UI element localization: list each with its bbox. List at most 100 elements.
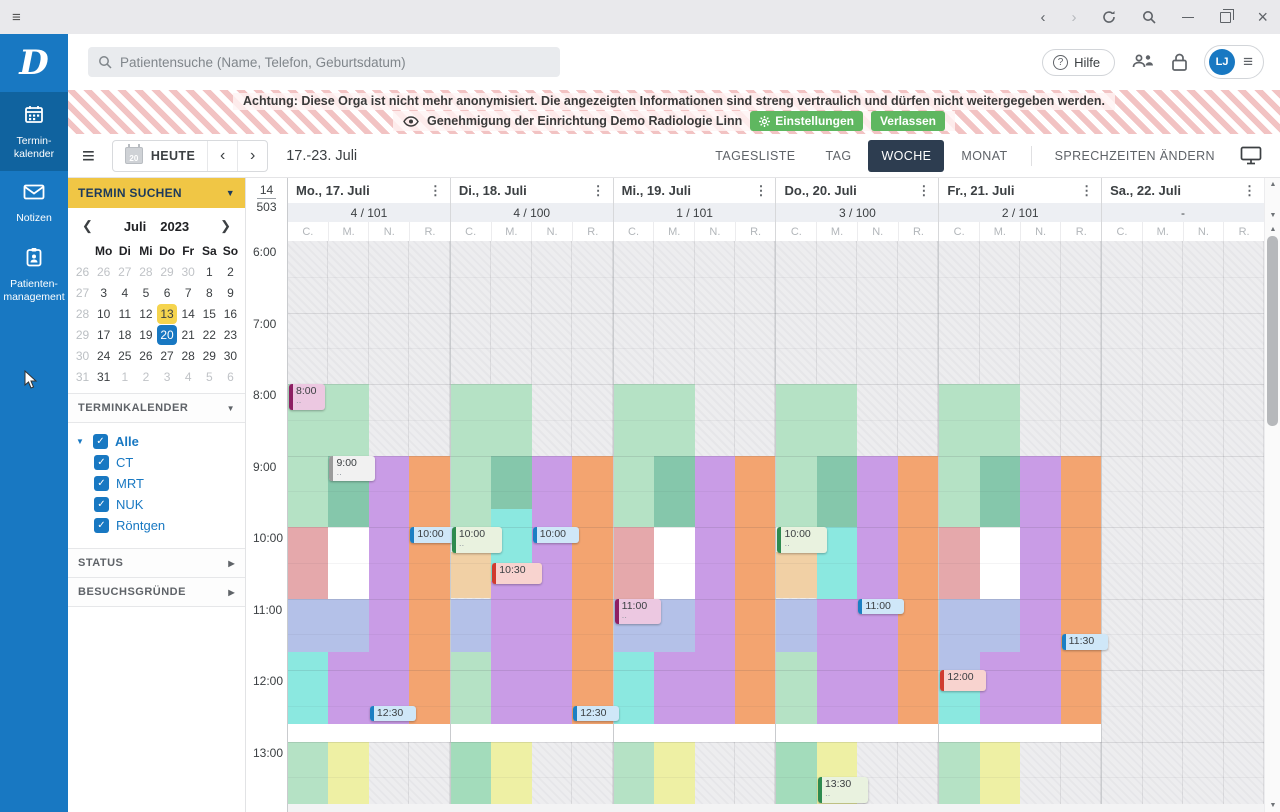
mini-calendar-day[interactable]: 14 [181, 306, 195, 321]
mini-calendar-day[interactable]: 3 [163, 369, 171, 384]
appointment-chip[interactable]: 12:30 [573, 705, 620, 722]
mini-calendar-day[interactable]: 5 [142, 285, 150, 300]
browser-forward-icon[interactable]: › [1071, 8, 1077, 26]
tab-tag[interactable]: TAG [825, 148, 852, 163]
mini-calendar-day[interactable]: 1 [121, 369, 129, 384]
subcolumn[interactable] [1142, 241, 1184, 812]
help-button[interactable]: ? Hilfe [1042, 48, 1116, 76]
day-menu-kebab-icon[interactable]: ⋮ [754, 182, 768, 198]
day-menu-kebab-icon[interactable]: ⋮ [917, 182, 931, 198]
mini-calendar-day[interactable]: 27 [118, 264, 132, 279]
checkbox[interactable]: ✓ [94, 497, 109, 512]
settings-button[interactable]: Einstellungen [750, 111, 863, 131]
mini-calendar-day[interactable]: 21 [181, 327, 195, 342]
mini-calendar-day[interactable]: 4 [121, 285, 129, 300]
subcolumn[interactable]: 8:00 ‥ [288, 241, 329, 812]
mini-calendar-day[interactable]: 10 [97, 306, 111, 321]
mini-calendar-day[interactable]: 20 [157, 324, 178, 345]
tree-expand-icon[interactable]: ▼ [76, 437, 84, 446]
appointment-chip[interactable]: 10:00 [410, 527, 457, 543]
next-week-button[interactable]: › [237, 140, 267, 171]
checkbox[interactable]: ✓ [94, 518, 109, 533]
mini-calendar-day[interactable]: 26 [97, 264, 111, 279]
account-menu[interactable]: LJ ≡ [1204, 45, 1264, 79]
mini-calendar-day[interactable]: 5 [205, 369, 213, 384]
termin-suchen-button[interactable]: TERMIN SUCHEN ▼ [68, 178, 245, 208]
team-icon[interactable] [1131, 53, 1155, 71]
section-terminkalender[interactable]: TERMINKALENDER ▼ [68, 393, 245, 423]
filter-alle[interactable]: ▼ ✓ Alle [68, 431, 245, 452]
appointment-chip[interactable]: 13:30 ‥ [817, 777, 868, 803]
browser-back-icon[interactable]: ‹ [1040, 8, 1046, 26]
subcolumn[interactable]: 11:00 [857, 241, 905, 812]
mini-calendar-day[interactable]: 3 [100, 285, 108, 300]
subcolumn[interactable]: 12:30 [368, 241, 416, 812]
panel-toggle-icon[interactable]: ≡ [82, 142, 95, 168]
tab-woche[interactable]: WOCHE [868, 139, 945, 172]
subcolumn[interactable]: 13:30 ‥ [816, 241, 868, 812]
horizontal-scrollbar[interactable] [288, 804, 1264, 812]
filter-nuk[interactable]: ✓ NUK [68, 494, 245, 515]
appointment-chip[interactable]: 10:00 ‥ [777, 527, 828, 553]
appointment-chip[interactable]: 9:00 ‥ [329, 455, 376, 482]
subcolumn[interactable] [979, 241, 1021, 812]
mini-calendar-day[interactable]: 28 [181, 348, 195, 363]
reload-icon[interactable] [1102, 10, 1116, 24]
today-button[interactable]: 20 HEUTE [113, 141, 207, 171]
tab-tagesliste[interactable]: TAGESLISTE [715, 148, 796, 163]
appointment-chip[interactable]: 10:00 ‥ [451, 527, 502, 553]
leave-button[interactable]: Verlassen [870, 111, 946, 131]
mini-calendar-day[interactable]: 23 [223, 327, 238, 342]
filter-mrt[interactable]: ✓ MRT [68, 473, 245, 494]
appointment-chip[interactable]: 11:00 ‥ [614, 598, 661, 625]
subcolumn[interactable] [694, 241, 736, 812]
scrollbar-thumb[interactable] [1267, 236, 1278, 426]
subcolumn[interactable] [654, 241, 695, 812]
scroll-down-icon[interactable]: ▼ [1269, 802, 1277, 809]
mini-calendar-day[interactable]: 9 [227, 285, 234, 300]
search-icon[interactable] [1142, 10, 1157, 24]
appointment-chip[interactable]: 11:00 [858, 598, 905, 615]
day-menu-kebab-icon[interactable]: ⋮ [591, 182, 605, 198]
sidebar-item-terminkalender[interactable]: Termin-kalender [0, 92, 68, 171]
mini-calendar-day[interactable]: 29 [202, 348, 216, 363]
mini-calendar-day[interactable]: 18 [118, 327, 132, 342]
patient-search[interactable] [88, 47, 560, 77]
mini-calendar-day[interactable]: 8 [205, 285, 213, 300]
checkbox[interactable]: ✓ [94, 455, 109, 470]
mini-cal-prev-icon[interactable]: ❮ [82, 218, 93, 233]
mini-calendar-day[interactable]: 22 [202, 327, 216, 342]
subcolumn[interactable]: 10:00 [409, 241, 457, 812]
sidebar-item-patientenmanagement[interactable]: Patienten-management [0, 235, 68, 314]
appointment-chip[interactable]: 12:30 [369, 705, 416, 722]
subcolumn[interactable] [1223, 241, 1264, 812]
appointment-chip[interactable]: 10:30 [492, 562, 543, 585]
day-menu-kebab-icon[interactable]: ⋮ [1080, 182, 1094, 198]
mini-calendar-day[interactable]: 2 [142, 369, 150, 384]
subcolumn[interactable]: 10:00 [531, 241, 579, 812]
subcolumn[interactable] [735, 241, 776, 812]
subcolumn[interactable]: 9:00 ‥ [328, 241, 376, 812]
minimize-icon[interactable] [1182, 16, 1195, 18]
subcolumn[interactable] [897, 241, 939, 812]
mini-calendar-day[interactable]: 19 [139, 327, 153, 342]
sidebar-item-notizen[interactable]: Notizen [0, 171, 68, 235]
mini-calendar-day[interactable]: 30 [223, 348, 238, 363]
mini-calendar-day[interactable]: 4 [184, 369, 192, 384]
tab-monat[interactable]: MONAT [961, 148, 1008, 163]
mini-calendar-day[interactable]: 17 [97, 327, 111, 342]
appointment-chip[interactable]: 10:00 [532, 527, 579, 543]
subcolumn[interactable]: 12:00 [939, 241, 987, 812]
mini-calendar-day[interactable]: 7 [184, 285, 192, 300]
mini-calendar-day[interactable]: 28 [139, 264, 153, 279]
mini-calendar-day[interactable]: 12 [139, 306, 153, 321]
window-menu-icon[interactable]: ≡ [12, 8, 21, 26]
mini-cal-next-icon[interactable]: ❯ [220, 218, 231, 233]
scroll-up-icon[interactable]: ▲ [1269, 226, 1277, 233]
restore-icon[interactable] [1220, 8, 1235, 23]
mini-calendar-day[interactable]: 6 [163, 285, 171, 300]
lock-icon[interactable] [1171, 52, 1188, 72]
mini-calendar-day[interactable]: 31 [97, 369, 111, 384]
subcolumn[interactable]: 10:00 ‥ [450, 241, 502, 812]
mini-calendar-day[interactable]: 6 [227, 369, 234, 384]
